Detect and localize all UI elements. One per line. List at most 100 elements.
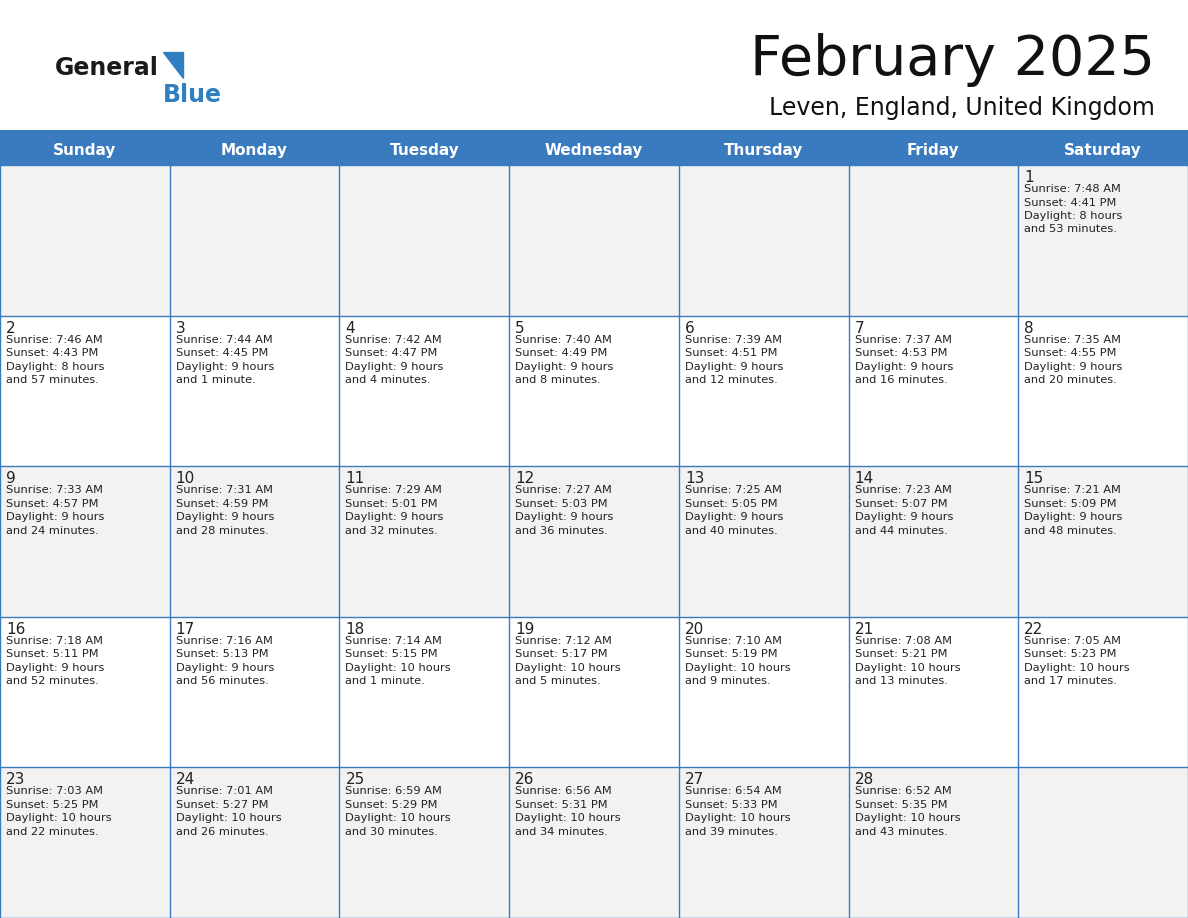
Text: and 56 minutes.: and 56 minutes. — [176, 677, 268, 687]
Text: Daylight: 9 hours: Daylight: 9 hours — [684, 512, 783, 522]
Text: Sunrise: 7:29 AM: Sunrise: 7:29 AM — [346, 486, 442, 495]
Text: 4: 4 — [346, 320, 355, 336]
Text: 24: 24 — [176, 772, 195, 788]
Text: Daylight: 8 hours: Daylight: 8 hours — [1024, 211, 1123, 221]
Text: and 26 minutes.: and 26 minutes. — [176, 827, 268, 837]
Text: Sunrise: 7:37 AM: Sunrise: 7:37 AM — [854, 334, 952, 344]
Text: Daylight: 9 hours: Daylight: 9 hours — [346, 362, 444, 372]
Text: Daylight: 9 hours: Daylight: 9 hours — [176, 512, 274, 522]
Text: Sunrise: 6:56 AM: Sunrise: 6:56 AM — [516, 787, 612, 797]
Text: Sunset: 5:33 PM: Sunset: 5:33 PM — [684, 800, 777, 810]
Text: and 40 minutes.: and 40 minutes. — [684, 526, 778, 536]
Text: 20: 20 — [684, 621, 704, 637]
Text: and 13 minutes.: and 13 minutes. — [854, 677, 948, 687]
Text: Sunset: 4:49 PM: Sunset: 4:49 PM — [516, 348, 607, 358]
Text: Sunset: 5:35 PM: Sunset: 5:35 PM — [854, 800, 947, 810]
Text: and 28 minutes.: and 28 minutes. — [176, 526, 268, 536]
Text: Daylight: 10 hours: Daylight: 10 hours — [176, 813, 282, 823]
Text: Daylight: 10 hours: Daylight: 10 hours — [684, 663, 790, 673]
Text: Daylight: 10 hours: Daylight: 10 hours — [684, 813, 790, 823]
Text: Sunrise: 6:54 AM: Sunrise: 6:54 AM — [684, 787, 782, 797]
Text: Sunrise: 7:16 AM: Sunrise: 7:16 AM — [176, 636, 272, 645]
Text: Daylight: 9 hours: Daylight: 9 hours — [176, 362, 274, 372]
Text: Sunset: 4:57 PM: Sunset: 4:57 PM — [6, 498, 99, 509]
Text: and 39 minutes.: and 39 minutes. — [684, 827, 778, 837]
Text: Sunset: 5:31 PM: Sunset: 5:31 PM — [516, 800, 608, 810]
Text: Sunset: 5:29 PM: Sunset: 5:29 PM — [346, 800, 438, 810]
Text: 17: 17 — [176, 621, 195, 637]
Text: Sunrise: 7:39 AM: Sunrise: 7:39 AM — [684, 334, 782, 344]
Text: 9: 9 — [6, 471, 15, 487]
Text: Daylight: 9 hours: Daylight: 9 hours — [684, 362, 783, 372]
Text: Sunrise: 7:01 AM: Sunrise: 7:01 AM — [176, 787, 273, 797]
Text: Sunset: 4:41 PM: Sunset: 4:41 PM — [1024, 197, 1117, 207]
Text: Daylight: 10 hours: Daylight: 10 hours — [346, 663, 451, 673]
Text: Daylight: 9 hours: Daylight: 9 hours — [854, 512, 953, 522]
Text: and 43 minutes.: and 43 minutes. — [854, 827, 947, 837]
Text: 28: 28 — [854, 772, 874, 788]
Text: and 5 minutes.: and 5 minutes. — [516, 677, 601, 687]
Text: 1: 1 — [1024, 170, 1034, 185]
Text: Daylight: 8 hours: Daylight: 8 hours — [6, 362, 105, 372]
Text: Sunset: 5:01 PM: Sunset: 5:01 PM — [346, 498, 438, 509]
Text: and 52 minutes.: and 52 minutes. — [6, 677, 99, 687]
Text: General: General — [55, 56, 159, 80]
Text: Sunset: 5:27 PM: Sunset: 5:27 PM — [176, 800, 268, 810]
Bar — [0, 617, 1188, 767]
Text: and 1 minute.: and 1 minute. — [346, 677, 425, 687]
Text: Daylight: 10 hours: Daylight: 10 hours — [516, 663, 621, 673]
Text: Sunset: 4:53 PM: Sunset: 4:53 PM — [854, 348, 947, 358]
Bar — [0, 466, 1188, 617]
Text: 18: 18 — [346, 621, 365, 637]
Text: 23: 23 — [6, 772, 25, 788]
Text: Thursday: Thursday — [723, 142, 803, 158]
Text: 25: 25 — [346, 772, 365, 788]
Text: Daylight: 9 hours: Daylight: 9 hours — [6, 512, 105, 522]
Text: Daylight: 10 hours: Daylight: 10 hours — [6, 813, 112, 823]
Text: February 2025: February 2025 — [750, 33, 1155, 87]
Text: Daylight: 9 hours: Daylight: 9 hours — [346, 512, 444, 522]
Bar — [0, 316, 1188, 466]
Text: Sunrise: 7:48 AM: Sunrise: 7:48 AM — [1024, 184, 1121, 194]
Text: Sunrise: 7:25 AM: Sunrise: 7:25 AM — [684, 486, 782, 495]
Text: 22: 22 — [1024, 621, 1043, 637]
Bar — [0, 767, 1188, 918]
Text: and 20 minutes.: and 20 minutes. — [1024, 375, 1117, 385]
Text: Blue: Blue — [163, 83, 222, 107]
Text: and 4 minutes.: and 4 minutes. — [346, 375, 431, 385]
Text: Sunrise: 6:59 AM: Sunrise: 6:59 AM — [346, 787, 442, 797]
Text: Sunset: 4:47 PM: Sunset: 4:47 PM — [346, 348, 438, 358]
Text: Saturday: Saturday — [1064, 142, 1142, 158]
Text: and 9 minutes.: and 9 minutes. — [684, 677, 771, 687]
Text: 21: 21 — [854, 621, 874, 637]
Text: Daylight: 10 hours: Daylight: 10 hours — [854, 663, 960, 673]
Text: Monday: Monday — [221, 142, 287, 158]
Text: Sunset: 5:25 PM: Sunset: 5:25 PM — [6, 800, 99, 810]
Text: Leven, England, United Kingdom: Leven, England, United Kingdom — [769, 96, 1155, 120]
Text: Sunrise: 7:12 AM: Sunrise: 7:12 AM — [516, 636, 612, 645]
Text: and 12 minutes.: and 12 minutes. — [684, 375, 778, 385]
Text: Sunrise: 7:21 AM: Sunrise: 7:21 AM — [1024, 486, 1121, 495]
Text: Sunset: 5:03 PM: Sunset: 5:03 PM — [516, 498, 608, 509]
Text: and 30 minutes.: and 30 minutes. — [346, 827, 438, 837]
Text: Sunset: 5:21 PM: Sunset: 5:21 PM — [854, 649, 947, 659]
Text: Daylight: 9 hours: Daylight: 9 hours — [176, 663, 274, 673]
Text: 12: 12 — [516, 471, 535, 487]
Text: and 36 minutes.: and 36 minutes. — [516, 526, 608, 536]
Text: Sunrise: 7:42 AM: Sunrise: 7:42 AM — [346, 334, 442, 344]
Bar — [0, 130, 1188, 135]
Text: Sunset: 5:07 PM: Sunset: 5:07 PM — [854, 498, 947, 509]
Text: Sunrise: 7:35 AM: Sunrise: 7:35 AM — [1024, 334, 1121, 344]
Text: Tuesday: Tuesday — [390, 142, 459, 158]
Text: Daylight: 9 hours: Daylight: 9 hours — [6, 663, 105, 673]
Text: and 17 minutes.: and 17 minutes. — [1024, 677, 1117, 687]
Text: Sunset: 5:05 PM: Sunset: 5:05 PM — [684, 498, 777, 509]
Text: 8: 8 — [1024, 320, 1034, 336]
Text: Daylight: 9 hours: Daylight: 9 hours — [1024, 512, 1123, 522]
Text: and 48 minutes.: and 48 minutes. — [1024, 526, 1117, 536]
Text: Sunset: 5:15 PM: Sunset: 5:15 PM — [346, 649, 438, 659]
Text: and 22 minutes.: and 22 minutes. — [6, 827, 99, 837]
Text: 14: 14 — [854, 471, 874, 487]
Text: Sunset: 5:13 PM: Sunset: 5:13 PM — [176, 649, 268, 659]
Text: Sunset: 5:09 PM: Sunset: 5:09 PM — [1024, 498, 1117, 509]
